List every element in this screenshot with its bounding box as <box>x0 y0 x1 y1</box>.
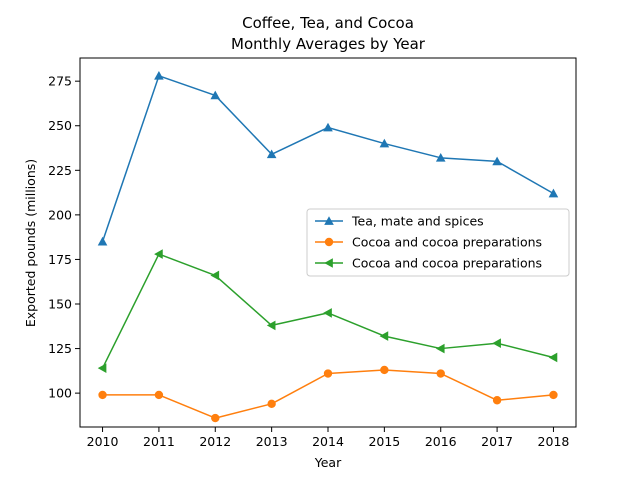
data-point <box>436 369 445 378</box>
legend-entry: Cocoa and cocoa preparations <box>352 256 542 271</box>
data-point <box>97 363 107 373</box>
axes-frame <box>79 57 577 428</box>
legend-entry: Tea, mate and spices <box>351 214 484 229</box>
y-tick-label: 250 <box>48 118 72 133</box>
data-point <box>154 249 163 259</box>
data-point <box>267 399 276 409</box>
data-point <box>492 156 502 166</box>
data-point <box>435 343 445 354</box>
x-tick-label: 2017 <box>481 434 513 449</box>
chart-title: Coffee, Tea, and Cocoa <box>242 14 414 32</box>
plot-area: 2010 2011 2012 2013 2014 2015 2016 2017 2018 100 1… <box>48 57 577 449</box>
x-tick-label: 2011 <box>143 434 175 449</box>
x-tick-label: 2013 <box>256 434 288 449</box>
y-tick-label: 125 <box>48 341 72 356</box>
y-tick-label: 275 <box>48 74 72 89</box>
data-point <box>210 270 220 281</box>
data-point <box>380 365 389 375</box>
data-point <box>323 308 332 318</box>
data-point <box>154 71 164 80</box>
legend: Tea, mate and spices Cocoa and cocoa prep… <box>306 208 570 277</box>
x-tick-label: 2014 <box>312 434 344 449</box>
data-point <box>211 413 220 423</box>
chart-subtitle: Monthly Averages by Year <box>231 35 426 53</box>
y-axis-label: Exported pounds (millions) <box>23 159 38 327</box>
data-point <box>548 188 559 198</box>
legend-swatch-marker <box>324 216 334 225</box>
y-tick-label: 150 <box>48 297 72 312</box>
legend-swatch-marker <box>324 237 334 247</box>
data-point <box>210 90 221 100</box>
data-point <box>266 320 276 331</box>
x-tick-label: 2018 <box>538 434 570 449</box>
x-axis-label: Year <box>314 455 342 470</box>
data-point <box>379 331 389 341</box>
data-point <box>154 390 164 400</box>
x-tick-label: 2015 <box>368 434 400 449</box>
legend-entry: Cocoa and cocoa preparations <box>352 235 542 250</box>
data-point <box>492 338 501 349</box>
data-point <box>548 352 558 363</box>
data-point <box>492 396 502 405</box>
data-point <box>323 369 333 378</box>
data-point <box>98 390 107 400</box>
data-point <box>379 138 390 148</box>
data-point <box>323 122 333 132</box>
legend-swatch-marker <box>324 258 333 268</box>
y-tick-label: 225 <box>48 163 72 178</box>
data-point <box>549 390 558 400</box>
legend-box <box>306 208 570 277</box>
y-tick-label: 200 <box>48 207 72 222</box>
x-tick-label: 2012 <box>199 434 231 449</box>
y-tick-label: 175 <box>48 252 72 267</box>
data-point <box>266 149 277 159</box>
data-point <box>97 236 108 246</box>
data-point <box>435 153 446 162</box>
x-tick-label: 2016 <box>425 434 457 449</box>
y-tick-label: 100 <box>48 386 72 401</box>
x-tick-label: 2010 <box>87 434 119 449</box>
